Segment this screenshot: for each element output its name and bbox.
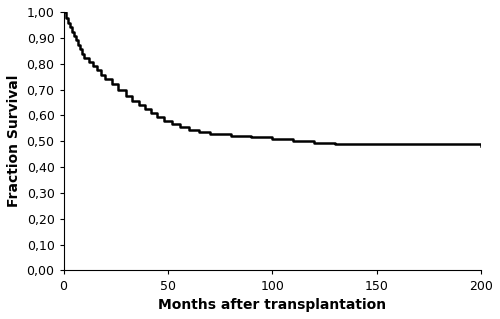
X-axis label: Months after transplantation: Months after transplantation	[158, 298, 386, 312]
Y-axis label: Fraction Survival: Fraction Survival	[7, 75, 21, 207]
